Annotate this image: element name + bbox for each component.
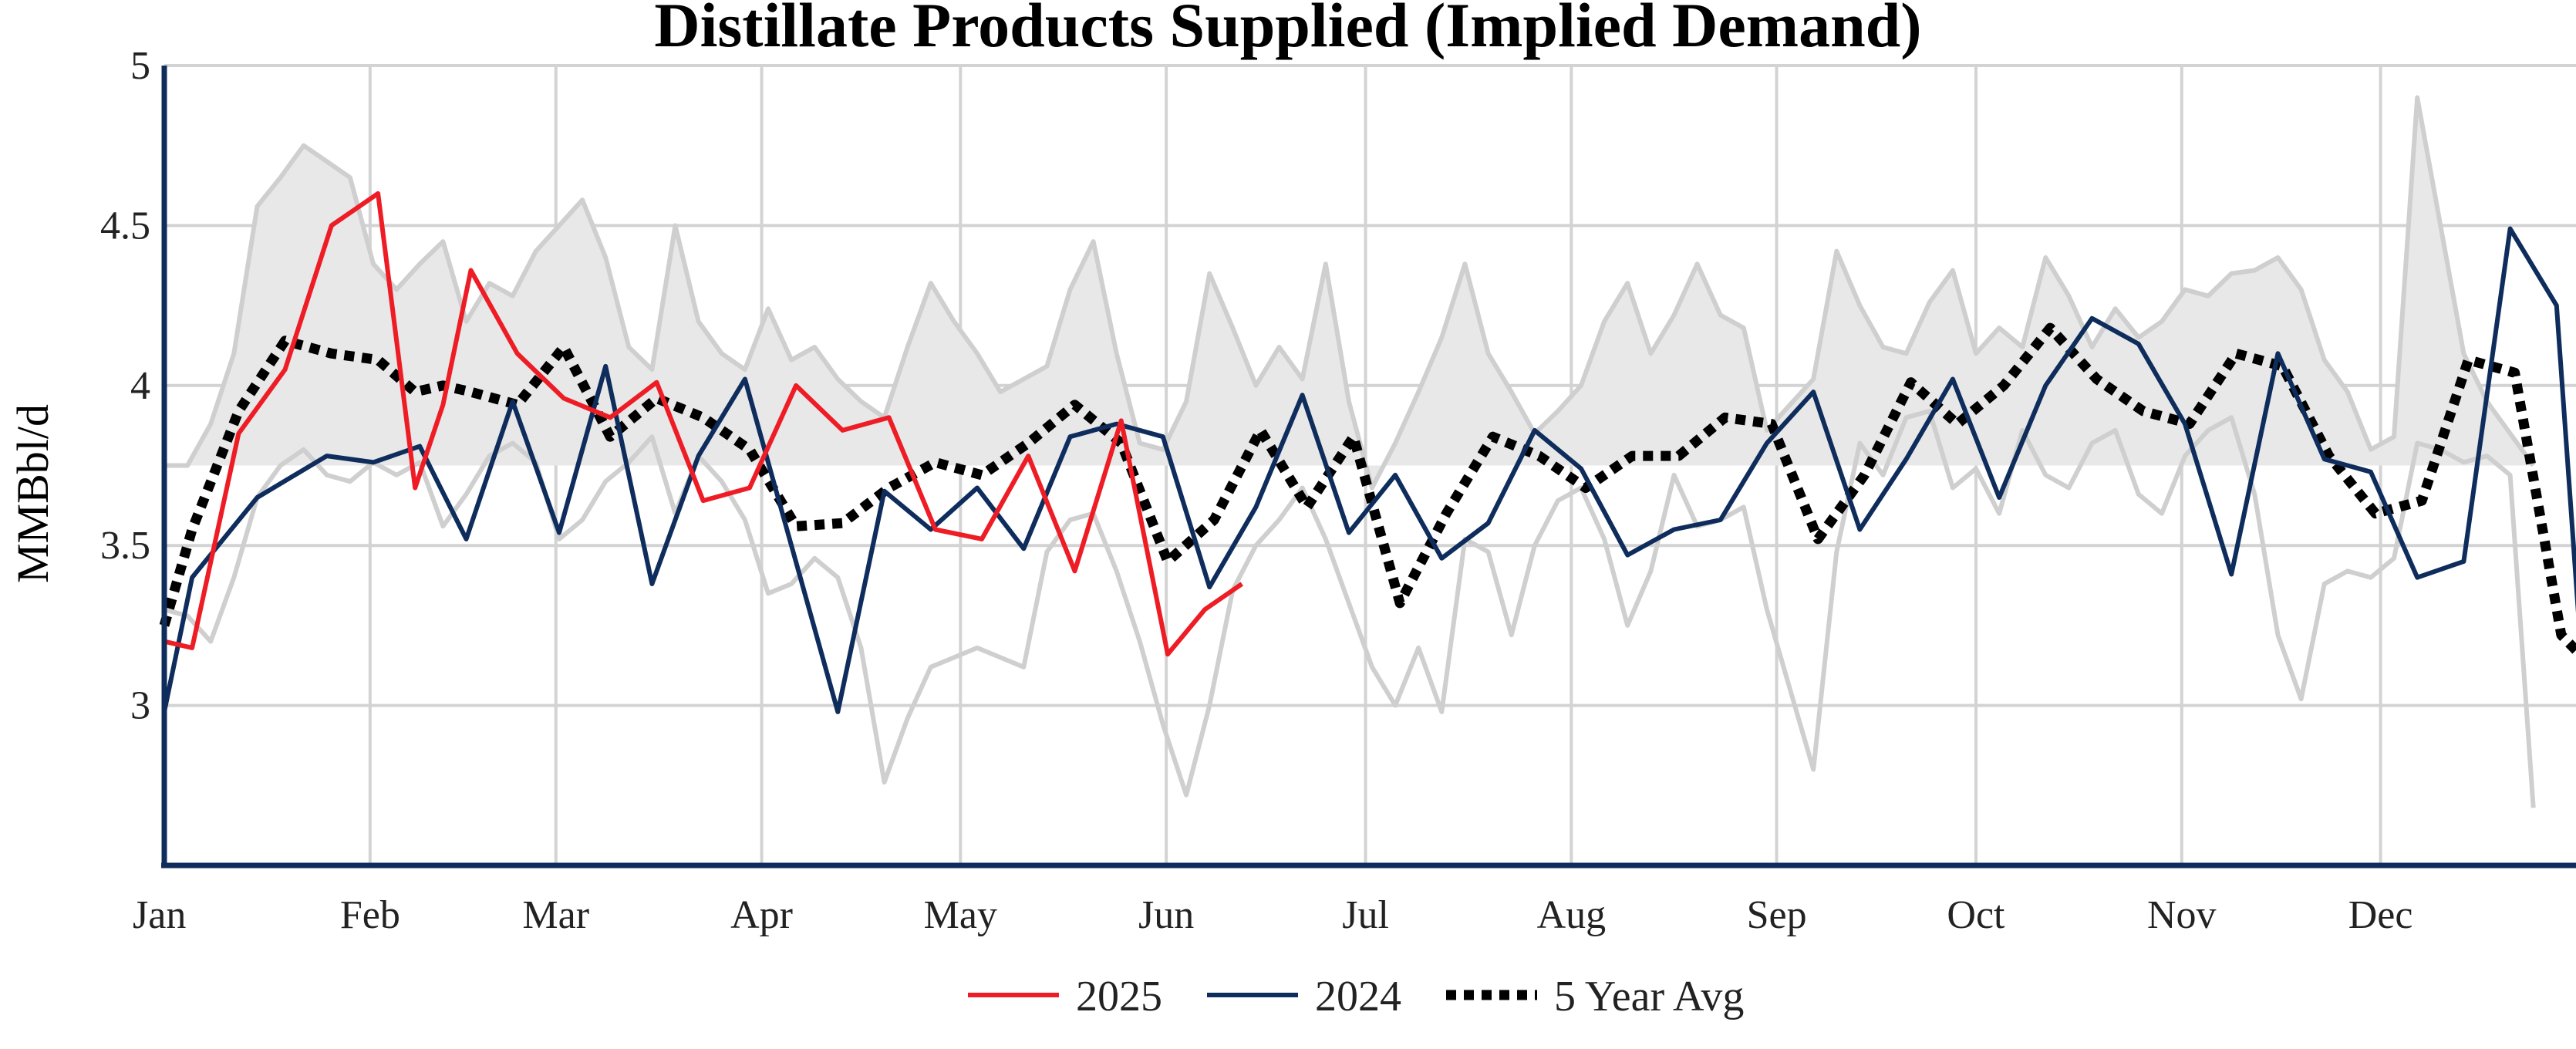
series-line-2025	[164, 191, 1244, 657]
x-tick-label-nov: Nov	[2147, 893, 2217, 937]
x-tick-labels: Jan Feb Mar Apr May Jun Jul Aug Sep Oct Nov Dec	[133, 893, 2412, 937]
x-tick-label-aug: Aug	[1537, 893, 1607, 937]
x-tick-label-jul: Jul	[1342, 893, 1389, 937]
legend: 2025 2024 5 Year Avg	[968, 973, 1744, 1020]
x-tick-label-apr: Apr	[730, 893, 793, 937]
series-line-2024	[162, 226, 2576, 714]
x-tick-label-feb: Feb	[340, 893, 400, 937]
x-tick-label-jun: Jun	[1138, 893, 1194, 937]
range-band-low-line	[164, 409, 2536, 808]
legend-label-5-year-avg: 5 Year Avg	[1554, 973, 1744, 1020]
y-tick-label-4: 4	[130, 364, 150, 408]
series-lines	[159, 191, 2576, 714]
y-axis-title: MMBbl/d	[8, 404, 58, 583]
x-tick-label-may: May	[924, 893, 997, 937]
y-tick-label-3-5: 3.5	[100, 524, 150, 568]
y-tick-labels: 3 3.5 4 4.5 5	[100, 44, 150, 728]
range-band	[164, 95, 2536, 808]
range-band-area	[164, 97, 2534, 488]
x-tick-label-oct: Oct	[1947, 893, 2005, 937]
legend-label-2024: 2024	[1315, 973, 1401, 1020]
legend-label-2025: 2025	[1076, 973, 1162, 1020]
range-band-high-line	[164, 95, 2536, 491]
chart-title: Distillate Products Supplied (Implied De…	[654, 0, 1921, 60]
y-tick-label-3: 3	[130, 684, 150, 728]
x-tick-label-dec: Dec	[2348, 893, 2413, 937]
x-tick-label-sep: Sep	[1747, 893, 1807, 937]
y-tick-label-5: 5	[130, 44, 150, 88]
x-tick-label-jan: Jan	[133, 893, 186, 937]
x-tick-label-mar: Mar	[522, 893, 589, 937]
y-tick-label-4-5: 4.5	[100, 204, 150, 248]
series-line-5-year-avg	[159, 322, 2576, 658]
